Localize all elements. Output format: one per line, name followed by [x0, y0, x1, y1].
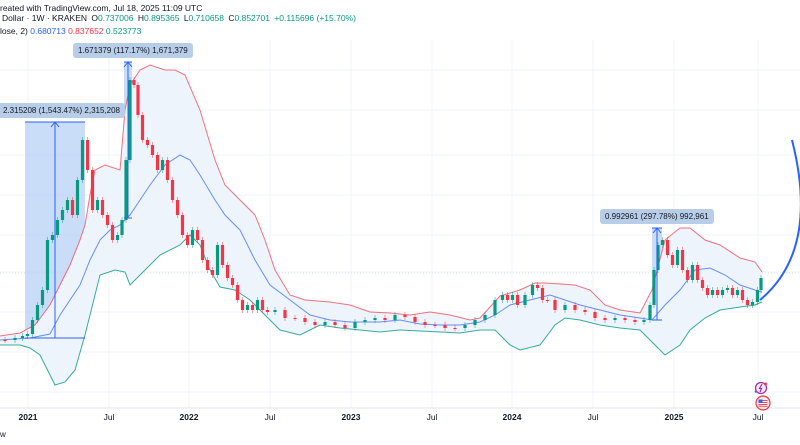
time-axis-tick: Jul [587, 412, 599, 422]
high-value: 0.895365 [143, 13, 180, 23]
close-label: C [228, 13, 235, 23]
bb-lower-value: 0.523773 [105, 26, 142, 36]
time-axis-tick: Jul [103, 412, 115, 422]
time-axis-tick: Jul [264, 412, 276, 422]
indicator-legend[interactable]: lose, 2) 0.680713 0.837652 0.523773 [0, 26, 141, 36]
change-value: +0.115696 (+15.70%) [274, 13, 356, 23]
annotation-arrows [25, 61, 800, 339]
open-value: 0.737006 [98, 13, 134, 23]
close-value: 0.852701 [234, 13, 270, 23]
time-axis-tick: 2022 [179, 412, 199, 422]
measure-label-1[interactable]: 2.315208 (1,543.47%) 2,315,208 [0, 103, 125, 118]
time-axis-tick: 2023 [341, 412, 361, 422]
bb-upper-value: 0.837652 [68, 26, 104, 36]
bb-basis-value: 0.680713 [30, 26, 66, 36]
measure-label-3[interactable]: 0.992961 (297.78%) 992,961 [600, 209, 714, 224]
time-axis-tick: Jul [426, 412, 438, 422]
indicator-label: lose, 2) [0, 26, 28, 36]
candlesticks [3, 77, 763, 343]
time-axis-tick: 2025 [664, 412, 684, 422]
time-axis-tick: 2024 [502, 412, 522, 422]
time-axis-tick: Jul [752, 412, 764, 422]
chart-header: reated with TradingView.com, Jul 18, 202… [0, 0, 800, 40]
symbol-ohlc-legend: Dollar · 1W · KRAKEN O0.737006 H0.895365… [2, 13, 356, 23]
time-axis[interactable]: 2021 Jul 2022 Jul 2023 Jul 2024 Jul 2025 Jul [0, 403, 800, 428]
measure-label-2[interactable]: 1.671379 (117.17%) 1,671,379 [73, 43, 193, 58]
high-label: H [137, 13, 144, 23]
us-economic-event-icon[interactable] [755, 395, 771, 411]
symbol-label[interactable]: Dollar · 1W · KRAKEN [2, 13, 88, 23]
time-axis-tick: 2021 [18, 412, 38, 422]
low-label: L [183, 13, 189, 23]
footer-text: w [0, 430, 6, 439]
credit-text: reated with TradingView.com, Jul 18, 202… [0, 3, 203, 13]
open-label: O [91, 13, 99, 23]
low-value: 0.710658 [188, 13, 224, 23]
events-icon[interactable] [754, 381, 768, 395]
